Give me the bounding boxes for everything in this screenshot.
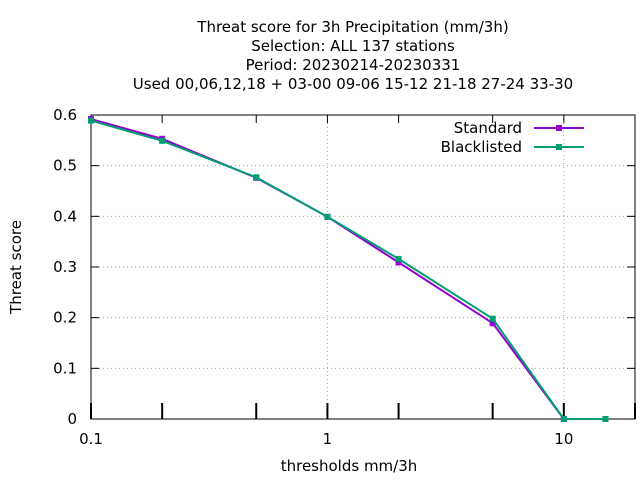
x-tick-labels: 0.1 1 10 bbox=[79, 430, 573, 448]
x-axis-label: thresholds mm/3h bbox=[281, 457, 418, 475]
y-tick-label: 0.1 bbox=[53, 359, 77, 377]
legend-swatch-marker bbox=[556, 125, 562, 131]
data-point bbox=[602, 416, 609, 422]
title-line-1: Threat score for 3h Precipitation (mm/3h… bbox=[196, 18, 508, 36]
plot-border bbox=[90, 114, 636, 420]
data-point bbox=[489, 315, 496, 322]
title-line-3: Period: 20230214-20230331 bbox=[246, 56, 461, 74]
series-standard bbox=[88, 116, 609, 422]
data-point bbox=[560, 416, 567, 422]
title-line-4: Used 00,06,12,18 + 03-00 09-06 15-12 21-… bbox=[133, 75, 573, 93]
data-point bbox=[395, 259, 402, 266]
y-tick-label: 0.3 bbox=[53, 258, 77, 276]
y-tick-label: 0 bbox=[67, 410, 77, 428]
y-tick-label: 0.6 bbox=[53, 106, 77, 124]
legend-item-blacklisted: Blacklisted bbox=[441, 138, 584, 156]
title-line-2: Selection: ALL 137 stations bbox=[251, 37, 455, 55]
x-tick-label: 1 bbox=[323, 430, 333, 448]
legend-label: Blacklisted bbox=[441, 138, 522, 156]
grid-lines bbox=[91, 115, 635, 419]
data-point bbox=[253, 174, 260, 181]
data-point bbox=[324, 213, 331, 220]
series-line-standard bbox=[90, 118, 606, 420]
legend-label: Standard bbox=[454, 119, 522, 137]
chart-title: Threat score for 3h Precipitation (mm/3h… bbox=[133, 18, 573, 93]
y-axis-label: Threat score bbox=[7, 220, 25, 315]
series-blacklisted bbox=[88, 117, 609, 422]
x-tick-label: 0.1 bbox=[79, 430, 103, 448]
y-tick-labels: 0 0.1 0.2 0.3 0.4 0.5 0.6 bbox=[53, 106, 77, 428]
data-point bbox=[489, 320, 496, 327]
x-tick-label: 10 bbox=[554, 430, 573, 448]
series-line-blacklisted bbox=[90, 119, 606, 420]
data-point bbox=[395, 255, 402, 262]
data-series bbox=[88, 116, 609, 422]
data-point bbox=[159, 137, 166, 144]
y-tick-label: 0.2 bbox=[53, 309, 77, 327]
legend-item-standard: Standard bbox=[454, 119, 584, 137]
data-point bbox=[88, 117, 94, 124]
y-tick-label: 0.4 bbox=[53, 207, 77, 225]
y-tick-label: 0.5 bbox=[53, 157, 77, 175]
legend-swatch-marker bbox=[556, 144, 562, 150]
